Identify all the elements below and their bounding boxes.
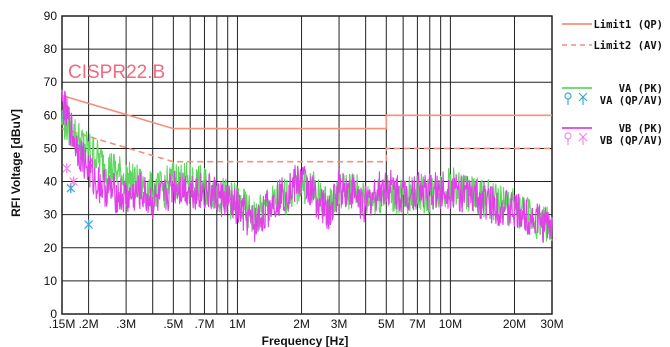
x-tick-label: .7M [194,317,214,331]
y-tick-label: 70 [44,75,58,89]
legend-item-vb-qp-av: VB (QP/AV) [564,132,663,147]
legend-item-limit1-qp: Limit1 (QP) [562,19,663,31]
legend-label: VA (QP/AV) [600,95,663,107]
y-tick-label: 30 [44,208,58,222]
y-tick-labels: 0 10 20 30 40 50 60 70 80 90 [44,9,58,321]
x-tick-label: 3M [331,317,348,331]
legend-label: Limit2 (AV) [593,40,663,52]
y-tick-label: 40 [44,175,58,189]
y-tick-label: 10 [44,274,58,288]
legend-item-va-qp-av: VA (QP/AV) [564,92,663,107]
legend-swatch [564,132,588,145]
x-tick-labels: .15M .2M .3M .5M .7M 1M 2M 3M 5M 7M 10M 20M 30M [49,317,564,331]
x-tick-label: .2M [79,317,99,331]
series-layer [60,89,553,243]
annotation-cispr: CISPR22.B [68,62,165,83]
legend-label: VB (QP/AV) [600,135,663,147]
plot-area [61,15,553,315]
legend-label: VB (PK) [619,123,663,135]
series-line-vb-pk [61,89,553,243]
y-tick-label: 60 [44,108,58,122]
x-tick-label: 30M [540,317,563,331]
series-line-limit1-qp [61,94,552,130]
x-tick-label: 10M [439,317,462,331]
x-tick-label: 20M [503,317,526,331]
legend: Limit1 (QP) Limit2 (AV) VA (PK)VA (QP/AV) V… [562,19,663,147]
y-tick-label: 80 [44,42,58,56]
y-tick-label: 0 [50,307,57,321]
legend-item-vb-pk: VB (PK) [562,123,663,135]
x-tick-label: 1M [229,317,246,331]
legend-swatch [564,92,588,105]
y-tick-label: 90 [44,9,58,23]
series-marker-va-qp-av [84,219,94,230]
x-axis-label: Frequency [Hz] [262,334,349,347]
legend-item-va-pk: VA (PK) [562,83,663,95]
legend-label: Limit1 (QP) [593,19,663,31]
x-tick-label: 2M [293,317,310,331]
x-tick-label: 7M [409,317,426,331]
plot-border [61,15,553,315]
y-tick-label: 20 [44,241,58,255]
x-tick-label: .15M [49,317,76,331]
x-tick-label: .3M [116,317,136,331]
series-marker-vb-qp-av [62,163,72,174]
y-tick-label: 50 [44,141,58,155]
y-axis-label: RFI Voltage [dBuV] [9,109,23,217]
series-marker-vb-qp-av [69,176,78,187]
x-tick-label: 5M [378,317,395,331]
x-tick-label: .5M [163,317,183,331]
legend-item-limit2-av: Limit2 (AV) [562,40,663,52]
legend-label: VA (PK) [619,83,663,95]
